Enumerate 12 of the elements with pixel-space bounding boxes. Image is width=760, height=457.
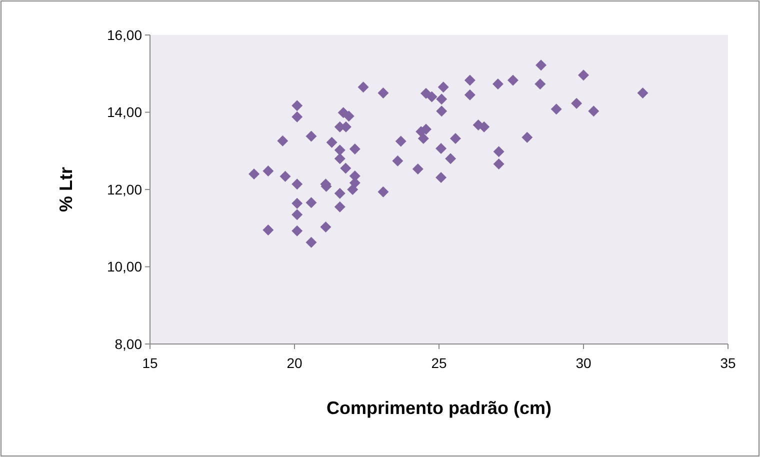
x-tick-label: 25 [431,355,447,371]
x-tick-label: 20 [286,355,302,371]
y-tick-label: 12,00 [106,181,142,198]
y-tick-label: 16,00 [106,26,142,43]
y-axis-title: % Ltr [56,167,76,212]
y-tick-label: 10,00 [106,258,142,275]
x-tick-label: 35 [720,355,736,371]
y-tick-label: 8,00 [114,336,142,352]
x-axis-title: Comprimento padrão (cm) [326,398,552,418]
y-tick-label: 14,00 [106,104,142,120]
x-tick-label: 30 [576,355,592,371]
x-tick-label: 15 [142,355,158,371]
